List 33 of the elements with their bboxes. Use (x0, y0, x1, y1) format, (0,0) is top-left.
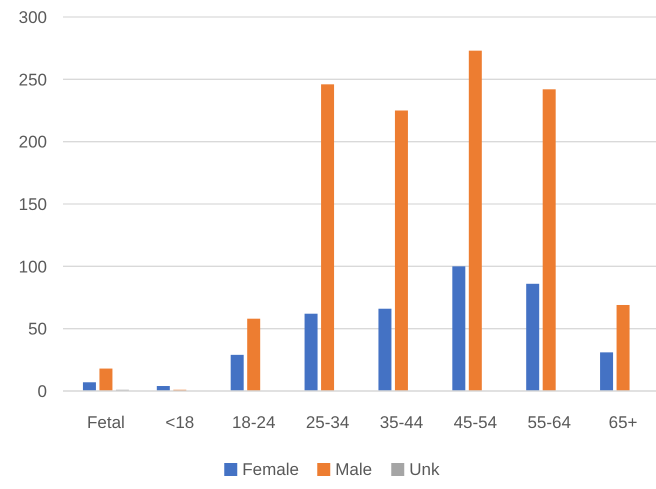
y-tick-label: 100 (18, 257, 47, 276)
y-tick-label: 250 (18, 70, 47, 90)
bar (616, 304, 630, 391)
x-tick-label: Fetal (87, 413, 125, 432)
x-tick-label: 45-54 (454, 413, 498, 432)
y-tick-label: 150 (18, 194, 47, 214)
legend-label: Female (242, 460, 299, 479)
x-tick-label: <18 (165, 413, 194, 432)
x-tick-label: 65+ (608, 413, 638, 432)
legend-label: Male (335, 460, 372, 479)
x-tick-label: 18-24 (232, 413, 276, 432)
y-tick-label: 50 (28, 320, 47, 339)
bar (82, 382, 96, 391)
y-tick-label: 300 (18, 8, 47, 27)
bar (247, 318, 260, 391)
x-tick-label: 25-34 (306, 413, 350, 432)
y-tick-label: 200 (18, 132, 47, 152)
bar (99, 368, 112, 391)
y-tick-label: 0 (38, 382, 47, 401)
bar (321, 84, 334, 391)
legend-label: Unk (409, 460, 440, 479)
bar (156, 386, 170, 391)
bar (600, 352, 614, 391)
x-tick-label: 35-44 (380, 413, 424, 432)
x-tick-label: 55-64 (527, 413, 571, 432)
bar (526, 284, 540, 391)
bar (452, 266, 466, 391)
bar (542, 89, 556, 391)
bar (304, 314, 318, 391)
bar (394, 110, 408, 391)
bar (468, 50, 482, 391)
bar (230, 354, 244, 391)
bar (378, 308, 392, 391)
